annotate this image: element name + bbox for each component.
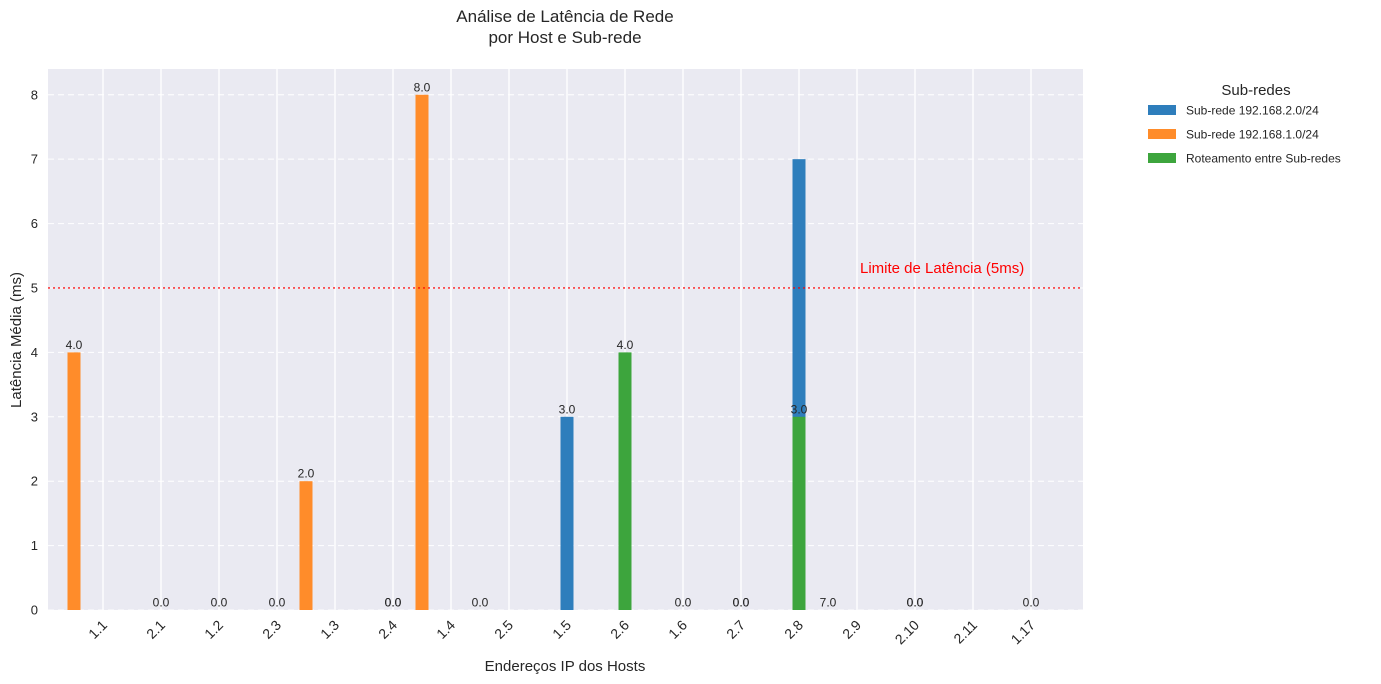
x-axis-label: Endereços IP dos Hosts [485,658,646,675]
x-tick-label: 2.9 [839,617,864,642]
data-label: 0.0 [153,596,170,610]
legend-title: Sub-redes [1221,82,1290,99]
reference-line-group: Limite de Latência (5ms) [48,260,1083,289]
data-label: 0.0 [907,596,924,610]
legend-swatch [1148,105,1176,115]
y-tick-label: 1 [31,538,38,553]
data-label: 4.0 [617,338,634,352]
chart-title: Análise de Latência de Rede [456,7,673,26]
x-tick-label: 1.3 [317,617,342,642]
data-label: 0.0 [733,596,750,610]
bars [67,94,806,610]
y-tick-label: 8 [31,87,38,102]
y-tick-label: 7 [31,152,38,167]
x-tick-label: 2.1 [143,617,168,642]
y-tick-label: 3 [31,409,38,424]
legend-label: Sub-rede 192.168.1.0/24 [1186,128,1319,142]
legend-swatch [1148,153,1176,163]
x-tick-label: 2.5 [491,617,516,642]
legend-label: Sub-rede 192.168.2.0/24 [1186,104,1319,118]
data-label: 0.0 [385,596,402,610]
bar [67,352,81,610]
bar [299,481,313,610]
y-tick-label: 5 [31,280,38,295]
x-tick-label: 2.8 [781,617,806,642]
data-label: 4.0 [66,338,83,352]
y-tick-label: 0 [31,603,38,618]
x-tick-label: 2.3 [259,617,284,642]
data-label: 0.0 [1023,596,1040,610]
latency-limit-label: Limite de Latência (5ms) [860,260,1024,277]
y-axis-ticks: 0 1 2 3 4 5 6 7 8 [31,87,38,617]
x-tick-label: 2.4 [375,617,400,642]
x-axis-ticks: 1.1 2.1 1.2 2.3 1.3 2.4 1.4 2.5 1.5 2.6 1.6 2.7 2.8 2… [85,617,1038,648]
data-label: 0.0 [675,596,692,610]
bar [560,416,574,610]
data-label: 0.0 [211,596,228,610]
data-label: 8.0 [414,80,431,94]
data-label: 7.0 [820,596,837,610]
x-tick-label: 2.10 [892,617,923,648]
x-tick-label: 2.11 [950,617,980,647]
legend-label: Roteamento entre Sub-redes [1186,152,1341,166]
y-tick-label: 4 [31,345,38,360]
legend-swatch [1148,129,1176,139]
x-tick-label: 1.1 [85,617,110,642]
x-tick-label: 2.7 [723,617,748,642]
x-tick-label: 1.5 [549,617,574,642]
data-label: 0.0 [733,596,750,610]
y-tick-label: 2 [31,474,38,489]
bar [415,94,429,610]
x-tick-label: 2.6 [607,617,632,642]
data-label: 3.0 [559,402,576,416]
legend: Sub-redes Sub-rede 192.168.2.0/24 Sub-red… [1148,82,1341,166]
x-tick-label: 1.2 [201,617,226,642]
data-label: 0.0 [907,596,924,610]
data-label: 2.0 [298,467,315,481]
bar [618,352,632,610]
bar [792,416,806,610]
data-label: 0.0 [385,596,402,610]
data-label: 0.0 [269,596,286,610]
data-label: 0.0 [472,596,489,610]
chart-subtitle: por Host e Sub-rede [488,28,641,47]
y-axis-label: Latência Média (ms) [8,272,25,408]
data-labels: 4.0 0.0 0.0 0.0 2.0 0.0 0.0 8.0 0.0 3.0 4.0 0.0 0.0 0… [66,80,1040,609]
data-label: 3.0 [791,402,808,416]
x-tick-label: 1.17 [1008,617,1039,648]
x-tick-label: 1.6 [665,617,690,642]
x-tick-label: 1.4 [433,617,458,642]
y-tick-label: 6 [31,216,38,231]
